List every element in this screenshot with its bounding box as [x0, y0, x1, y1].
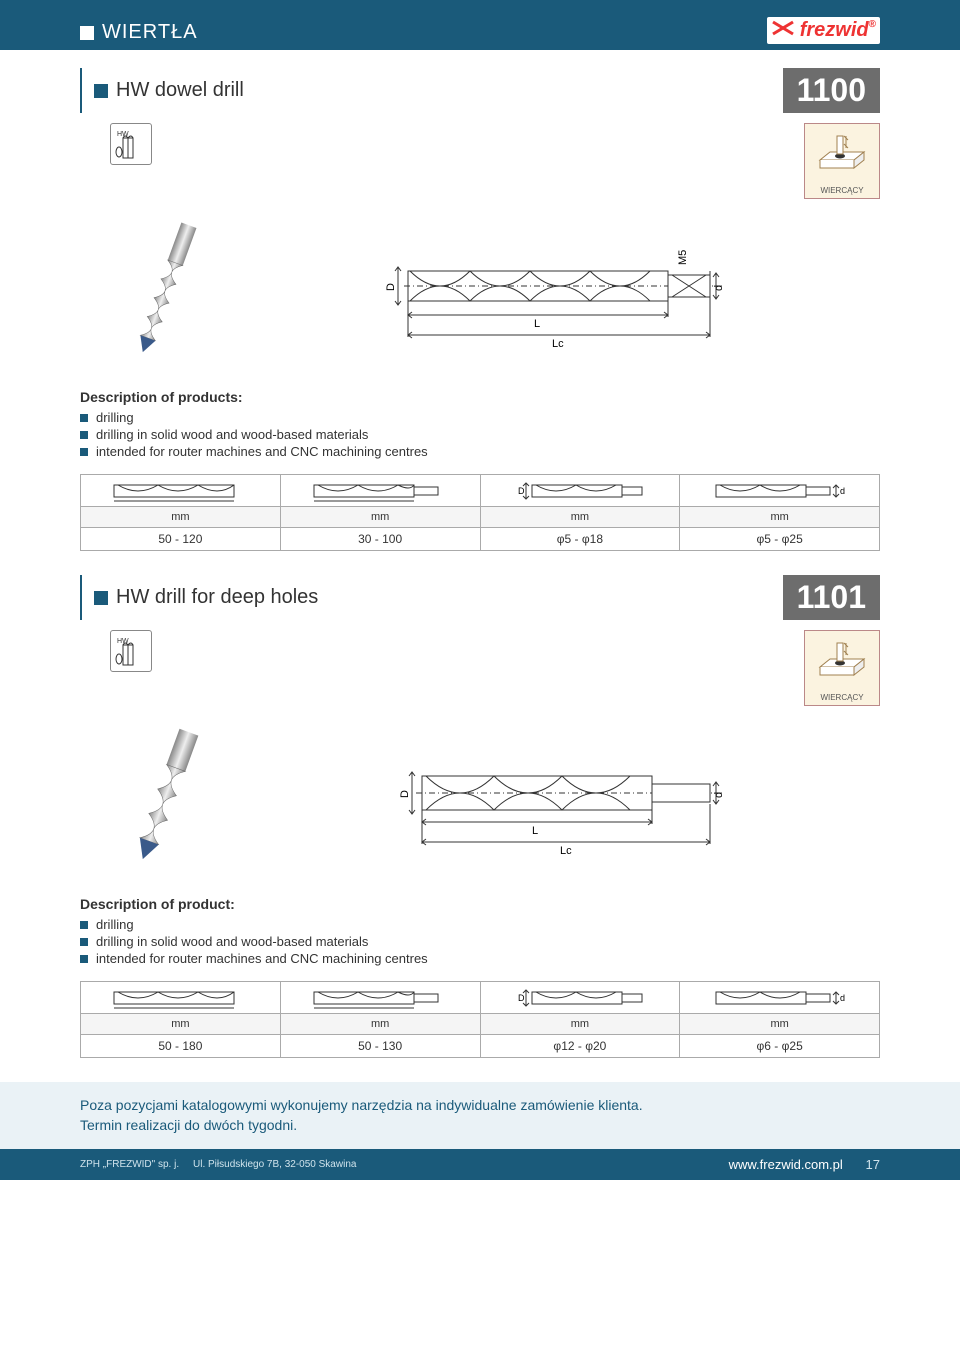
value-cell: 50 - 130 — [280, 1035, 480, 1058]
footer-note-line1: Poza pozycjami katalogowymi wykonujemy n… — [80, 1096, 880, 1116]
svg-text:d: d — [840, 993, 845, 1003]
company-info: ZPH „FREZWID" sp. j. Ul. Piłsudskiego 7B… — [80, 1159, 356, 1170]
company-address: Ul. Piłsudskiego 7B, 32-050 Skawina — [193, 1159, 356, 1170]
value-cell: 50 - 180 — [81, 1035, 281, 1058]
col-hdr-D: D — [480, 982, 680, 1014]
product2-render — [110, 718, 220, 878]
product2-spec-table: Lc L D d mm mm mm mm 50 - 180 50 - 130 φ… — [80, 981, 880, 1058]
product2-title-row: HW drill for deep holes 1101 — [80, 575, 880, 620]
value-cell: φ5 - φ18 — [480, 528, 680, 551]
product2-desc-item: drilling in solid wood and wood-based ma… — [80, 933, 880, 950]
col-hdr-L: L — [280, 475, 480, 507]
website: www.frezwid.com.pl — [729, 1157, 843, 1172]
col-hdr-D: D — [480, 475, 680, 507]
product1-spec-table: Lc L D d mm mm mm mm 50 - 120 30 - 100 φ… — [80, 474, 880, 551]
product2-desc-title: Description of product: — [80, 896, 880, 912]
value-cell: 50 - 120 — [81, 528, 281, 551]
product1-title: HW dowel drill — [116, 79, 244, 102]
page-number: 17 — [866, 1157, 880, 1172]
header-marker-icon — [80, 26, 94, 40]
product1-desc-item: drilling — [80, 409, 880, 426]
product1-desc-item: intended for router machines and CNC mac… — [80, 443, 880, 460]
product1-render — [110, 211, 220, 371]
header-title: WIERTŁA — [102, 21, 198, 44]
dim-D: D — [385, 283, 397, 291]
footer-note: Poza pozycjami katalogowymi wykonujemy n… — [0, 1082, 960, 1149]
product2-title: HW drill for deep holes — [116, 586, 318, 609]
drilling-label: WIERCĄCY — [820, 693, 863, 702]
product1-code: 1100 — [783, 68, 880, 113]
col-hdr-L: L — [280, 982, 480, 1014]
unit-cell: mm — [81, 507, 281, 528]
product1-title-row: HW dowel drill 1100 — [80, 68, 880, 113]
product1-desc-item: drilling in solid wood and wood-based ma… — [80, 426, 880, 443]
dim-d: d — [713, 285, 725, 291]
drilling-operation-icon: WIERCĄCY — [804, 630, 880, 706]
value-cell: 30 - 100 — [280, 528, 480, 551]
product2-description: Description of product: drilling drillin… — [80, 896, 880, 967]
unit-cell: mm — [480, 507, 680, 528]
unit-cell: mm — [280, 1014, 480, 1035]
product2-schematic: D d L Lc — [260, 718, 880, 858]
col-hdr-Lc: Lc — [81, 475, 281, 507]
value-cell: φ12 - φ20 — [480, 1035, 680, 1058]
dim-Lc: Lc — [552, 338, 564, 350]
drilling-operation-icon: WIERCĄCY — [804, 123, 880, 199]
product1-diagram: D M5 d L Lc — [110, 211, 880, 371]
unit-cell: mm — [680, 1014, 880, 1035]
value-cell: φ5 - φ25 — [680, 528, 880, 551]
dim-M5: M5 — [677, 250, 689, 265]
product1-desc-title: Description of products: — [80, 389, 880, 405]
col-hdr-d: d — [680, 982, 880, 1014]
unit-cell: mm — [480, 1014, 680, 1035]
unit-cell: mm — [280, 507, 480, 528]
svg-text:d: d — [840, 486, 845, 496]
logo-text: frezwid — [800, 19, 869, 41]
dim-L: L — [534, 318, 540, 330]
svg-text:d: d — [713, 792, 725, 798]
bottom-right: www.frezwid.com.pl 17 — [729, 1157, 880, 1172]
unit-cell: mm — [81, 1014, 281, 1035]
col-hdr-Lc: Lc — [81, 982, 281, 1014]
product2-desc-item: drilling — [80, 916, 880, 933]
svg-text:D: D — [518, 993, 525, 1003]
product1-description: Description of products: drilling drilli… — [80, 389, 880, 460]
col-hdr-d: d — [680, 475, 880, 507]
header-left: WIERTŁA — [80, 21, 198, 44]
hw-material-icon: HW — [110, 123, 152, 165]
svg-text:L: L — [532, 825, 538, 837]
drilling-label: WIERCĄCY — [820, 186, 863, 195]
product2-desc-item: intended for router machines and CNC mac… — [80, 950, 880, 967]
bottom-bar: ZPH „FREZWID" sp. j. Ul. Piłsudskiego 7B… — [0, 1149, 960, 1180]
logo-registered: ® — [869, 19, 876, 30]
svg-text:D: D — [399, 790, 411, 798]
square-marker-icon — [94, 84, 108, 98]
product2-icon-row: HW WIERCĄCY — [110, 630, 880, 706]
logo: frezwid® — [767, 17, 880, 44]
page-header: WIERTŁA frezwid® — [0, 0, 960, 50]
product1-icon-row: HW WIERCĄCY — [110, 123, 880, 199]
unit-cell: mm — [680, 507, 880, 528]
square-marker-icon — [94, 591, 108, 605]
logo-crossed-tools-icon — [771, 20, 795, 36]
svg-text:D: D — [518, 486, 525, 496]
svg-text:Lc: Lc — [560, 845, 572, 857]
product1-schematic: D M5 d L Lc — [260, 211, 880, 351]
company-name: ZPH „FREZWID" sp. j. — [80, 1159, 179, 1170]
value-cell: φ6 - φ25 — [680, 1035, 880, 1058]
product2-code: 1101 — [783, 575, 880, 620]
footer-note-line2: Termin realizacji do dwóch tygodni. — [80, 1116, 880, 1136]
hw-material-icon: HW — [110, 630, 152, 672]
product2-diagram: D d L Lc — [110, 718, 880, 878]
